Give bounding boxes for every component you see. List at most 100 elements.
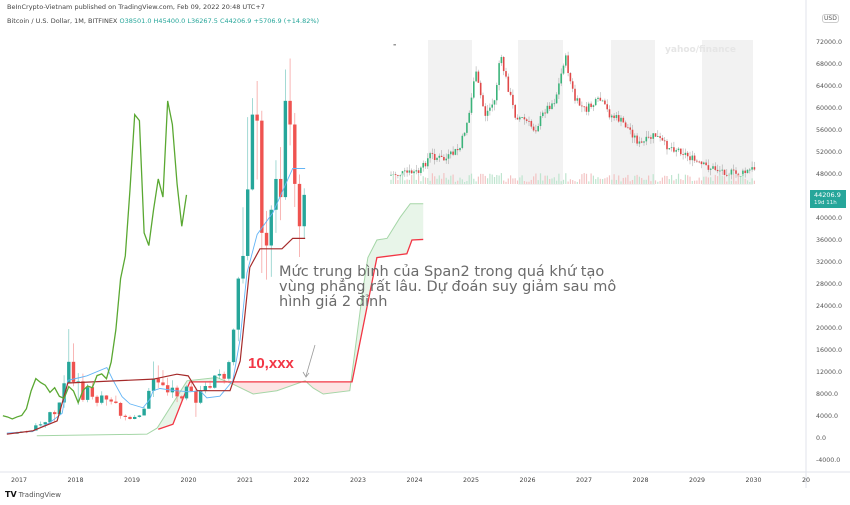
inset-volume-bar — [457, 180, 459, 184]
candle-up — [241, 255, 245, 279]
inset-candle — [512, 94, 514, 106]
inset-volume-bar — [602, 179, 604, 184]
candle-up — [227, 362, 231, 379]
inset-candle — [401, 171, 404, 176]
inset-candle — [532, 126, 535, 131]
inset-candle — [703, 162, 705, 165]
inset-volume-bar — [546, 175, 548, 184]
inset-volume-bar — [698, 177, 700, 184]
inset-candle — [594, 98, 597, 106]
inset-candle — [470, 97, 473, 113]
published-info: BeInCrypto-Vietnam published on TradingV… — [7, 3, 265, 11]
inset-volume-bar — [537, 180, 539, 184]
inset-candle — [746, 169, 749, 174]
inset-candle — [429, 153, 431, 159]
candle-up — [302, 194, 306, 227]
inset-volume-bar — [496, 174, 498, 184]
inset-candle — [645, 136, 648, 142]
tradingview-logo[interactable]: TV TradingView — [5, 490, 61, 499]
time-tick-label: 20 — [802, 477, 810, 484]
inset-candle — [447, 154, 450, 159]
inset-candle — [578, 98, 581, 106]
time-tick-label: 2022 — [294, 477, 310, 484]
candle-up — [57, 402, 62, 415]
inset-volume-bar — [539, 173, 542, 184]
inset-volume-bar — [480, 173, 482, 184]
inset-volume-bar — [429, 180, 431, 184]
inset-candle — [723, 169, 726, 175]
inset-candle — [546, 105, 549, 114]
inset-volume-bar — [710, 177, 712, 184]
inset-volume-bar — [553, 177, 555, 184]
inset-volume-bar — [549, 178, 551, 184]
candle-up — [142, 408, 146, 416]
time-axis[interactable]: 2017 2018 2019 2020 2021 2022 2023 2024 2025 2026… — [11, 477, 810, 484]
time-tick-label: 2018 — [68, 477, 84, 484]
inset-volume-bar — [615, 179, 617, 184]
inset-volume-bar — [622, 177, 624, 184]
price-tick-label: 8000.0 — [816, 391, 838, 398]
inset-candle — [399, 175, 401, 177]
inset-volume-bar — [450, 175, 452, 184]
inset-candle — [627, 127, 629, 129]
time-tick-label: 2028 — [633, 477, 649, 484]
inset-candle — [433, 153, 436, 160]
inset-volume-bar — [484, 175, 486, 184]
candle-up — [48, 412, 52, 423]
inset-watermark: yahoo/finance — [665, 45, 736, 55]
inset-candle — [719, 170, 721, 172]
price-tick-label: -4000.0 — [816, 457, 840, 464]
inset-volume-bar — [572, 180, 574, 184]
time-tick-label: 2019 — [124, 477, 140, 484]
inset-volume-bar — [585, 173, 588, 184]
inset-volume-bar — [434, 176, 436, 184]
price-axis[interactable]: 72000.0 68000.0 64000.0 60000.0 56000.0 52000… — [816, 39, 842, 464]
time-tick-label: 2029 — [689, 477, 705, 484]
inset-volume-bar — [514, 178, 516, 184]
symbol-title[interactable]: Bitcoin / U.S. Dollar, 1M, BITFINEX — [7, 17, 118, 25]
inset-candle — [650, 137, 652, 139]
inset-volume-bar — [542, 180, 544, 184]
inset-candle — [675, 150, 677, 152]
inset-volume-bar — [436, 178, 438, 184]
inset-volume-bar — [452, 174, 454, 184]
inset-volume-bar — [411, 175, 413, 184]
candle-down — [118, 402, 123, 416]
inset-candle — [440, 155, 443, 158]
inset-volume-bar — [422, 176, 424, 184]
inset-candle — [548, 105, 551, 109]
inset-volume-bar — [753, 180, 755, 184]
inset-candle — [486, 110, 489, 116]
inset-volume-bar — [661, 177, 663, 184]
candle-down — [90, 387, 95, 397]
inset-volume-bar — [526, 181, 528, 184]
inset-candle — [519, 117, 521, 120]
inset-volume-bar — [447, 179, 450, 184]
inset-volume-bar — [636, 174, 638, 184]
inset-volume-bar — [625, 177, 627, 184]
inset-candle — [410, 170, 413, 174]
inset-candle — [537, 126, 539, 132]
inset-candle — [617, 115, 620, 122]
price-tick-label: 36000.0 — [816, 237, 842, 244]
inset-volume-bar — [694, 180, 696, 184]
inset-candle — [730, 169, 733, 175]
inset-candle — [700, 161, 703, 165]
inset-volume-bar — [666, 176, 668, 184]
inset-candle — [427, 158, 429, 167]
currency-label[interactable]: USD — [822, 14, 839, 23]
inset-menu-icon: ≡ — [393, 42, 396, 47]
inset-candle — [668, 148, 671, 150]
candle-down — [194, 391, 198, 403]
candle-up — [85, 387, 90, 400]
inset-candle — [742, 170, 744, 177]
inset-candle — [705, 162, 707, 166]
inset-volume-bar — [523, 181, 525, 184]
inset-volume-bar — [691, 180, 693, 184]
inset-candle — [608, 109, 611, 118]
inset-candle — [461, 135, 464, 148]
price-tick-label: 56000.0 — [816, 127, 842, 134]
inset-candle — [624, 122, 627, 128]
inset-volume-bar — [668, 179, 670, 184]
